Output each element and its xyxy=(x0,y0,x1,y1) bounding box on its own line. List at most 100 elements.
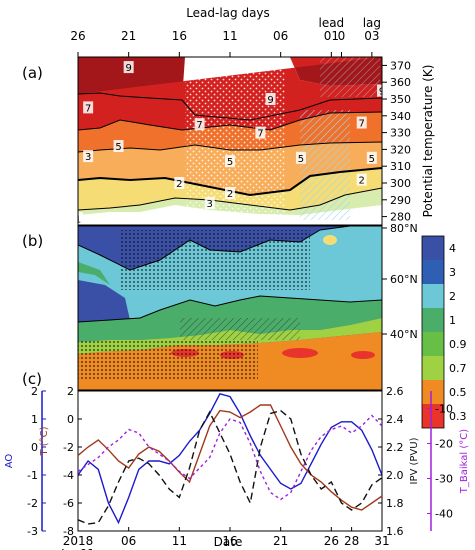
ao-axis-tick-label: 1 xyxy=(31,413,38,426)
contour-line xyxy=(78,295,382,323)
panel-a-y-tick-label: 340 xyxy=(390,110,411,123)
t-axis-tick-label: 2 xyxy=(67,385,74,398)
contour-label: 3 xyxy=(85,152,91,163)
ao-axis-tick-label: -1 xyxy=(27,469,38,482)
ao-axis-tick-label: 2 xyxy=(31,385,38,398)
contour-label: 2 xyxy=(359,176,365,187)
top-axis-tick-label: 26 xyxy=(70,29,85,43)
ao-axis-tick-label: -3 xyxy=(27,525,38,538)
contour-line xyxy=(78,187,382,211)
contour-label: 2 xyxy=(227,189,233,200)
panel-c-frame xyxy=(77,390,383,532)
colorbar-label: 4 xyxy=(449,242,456,255)
t-axis-label: T (°C) xyxy=(39,426,50,456)
colorbar-swatch xyxy=(422,236,444,260)
top-axis-tick-label: 11 xyxy=(222,29,237,43)
panel-a-y-tick-label: 370 xyxy=(390,59,411,72)
contour-line xyxy=(78,226,351,271)
contour-label: 7 xyxy=(85,103,91,114)
panel-b-y-tick-label: 60°N xyxy=(390,273,418,286)
t-axis-tick-label: 0 xyxy=(67,413,74,426)
panel-a-y-tick-label: 310 xyxy=(390,160,411,173)
panel-a-y-tick-label: 330 xyxy=(390,127,411,140)
panel-c-x-tick-label: 16 xyxy=(222,534,237,548)
panel-c-xlabel: Date xyxy=(214,535,243,549)
contour-label: 5 xyxy=(369,154,375,165)
contour-label-bg xyxy=(377,84,382,97)
panel-b-frame xyxy=(77,225,383,391)
contour-label: 5 xyxy=(115,142,121,153)
series-line-t-baikal xyxy=(77,414,383,501)
colorbar-label: 0.9 xyxy=(449,338,467,351)
contour-label-bg xyxy=(366,151,377,164)
contour-label: 5 xyxy=(227,157,233,168)
top-axis-ticks: 26 21 16 11 06 lead 010 lag 03 xyxy=(70,16,381,57)
colorbar-label: 0.7 xyxy=(449,362,467,375)
t-axis-tick-label: -4 xyxy=(63,469,74,482)
ao-axis-label: AO xyxy=(4,454,15,469)
panel-c-x-tick-label: 26 xyxy=(324,534,339,548)
panel-a: 9 9 9 7 7 7 7 5 5 5 5 3 3 2 2 2 1 xyxy=(78,57,382,225)
colorbar-swatch xyxy=(422,284,444,308)
panel-c-x-tick-label: 31 xyxy=(374,534,389,548)
colorbar-label: 0.5 xyxy=(449,386,467,399)
series-line-t xyxy=(77,404,383,511)
contour-label-bg xyxy=(356,173,367,186)
panel-c-x-tick-label: 21 xyxy=(273,534,288,548)
contour-label-bg xyxy=(83,150,94,163)
panel-a-label: (a) xyxy=(22,64,43,82)
panel-a-y-tick-label: 350 xyxy=(390,93,411,106)
ipv-axis-tick-label: 1.8 xyxy=(386,497,404,510)
ipv-axis-tick-label: 2.2 xyxy=(386,441,404,454)
contour-label-bg xyxy=(225,187,235,200)
contour-label: 7 xyxy=(257,129,263,140)
colorbar-label: 3 xyxy=(449,266,456,279)
contour-line xyxy=(78,111,382,131)
panel-c-lines xyxy=(77,392,383,525)
contour-label-bg xyxy=(123,61,134,74)
panel-b-y-ticks: 80°N 60°N 40°N xyxy=(382,222,418,341)
contour-line xyxy=(78,92,382,121)
panel-b xyxy=(78,226,382,390)
panel-a-y-tick-label: 320 xyxy=(390,143,411,156)
top-axis-title: Lead-lag days xyxy=(186,6,270,20)
t-axis-tick-label: -8 xyxy=(63,525,74,538)
panel-a-y-tick-label: 360 xyxy=(390,76,411,89)
colorbar-label: 0.3 xyxy=(449,410,467,423)
colorbar: 4 3 2 1 0.9 0.7 0.5 0.3 xyxy=(421,235,467,429)
colorbar-swatch xyxy=(422,260,444,284)
top-axis-tick-label: lag 03 xyxy=(363,16,381,43)
panel-c-label: (c) xyxy=(22,370,42,388)
contour-label: 9 xyxy=(267,95,273,106)
contour-label: 7 xyxy=(196,120,202,131)
stippled-region-b xyxy=(78,340,258,380)
panel-c-x-tick-label: 2018Jan01 xyxy=(60,534,95,550)
tbaikal-axis-tick-label: -20 xyxy=(435,438,453,451)
t-axis-tick-label: -2 xyxy=(63,441,74,454)
region-green xyxy=(78,262,382,342)
tbaikal-axis-tick-label: -40 xyxy=(435,508,453,521)
contour-label: 5 xyxy=(298,154,304,165)
contour-label-bg xyxy=(255,126,266,139)
t-axis-tick-label: -6 xyxy=(63,497,74,510)
ipv-axis-tick-label: 2.4 xyxy=(386,413,404,426)
tbaikal-axis-tick-label: -10 xyxy=(435,403,453,416)
colorbar-label: 2 xyxy=(449,290,456,303)
panel-a-contour-labels: 9 9 9 7 7 7 7 5 5 5 5 3 3 2 2 2 1 xyxy=(78,61,382,225)
panel-a-y-tick-label: 290 xyxy=(390,194,411,207)
series-line-ipv xyxy=(77,409,383,525)
panel-b-y-tick-label: 40°N xyxy=(390,328,418,341)
stippled-region-b xyxy=(120,230,310,290)
panel-a-y-ticks: 370 360 350 340 330 320 310 300 290 280 xyxy=(382,59,411,224)
colorbar-label: 1 xyxy=(449,314,456,327)
panel-b-label: (b) xyxy=(22,232,43,250)
contour-label: 2 xyxy=(176,179,182,190)
colorbar-swatch xyxy=(422,356,444,380)
colorbar-swatch xyxy=(422,380,444,404)
colorbar-frame xyxy=(421,235,445,429)
panel-a-frame xyxy=(77,56,383,226)
tbaikal-axis-label: T_Baikal (°C) xyxy=(459,429,470,494)
hatched-region-b xyxy=(180,318,300,340)
